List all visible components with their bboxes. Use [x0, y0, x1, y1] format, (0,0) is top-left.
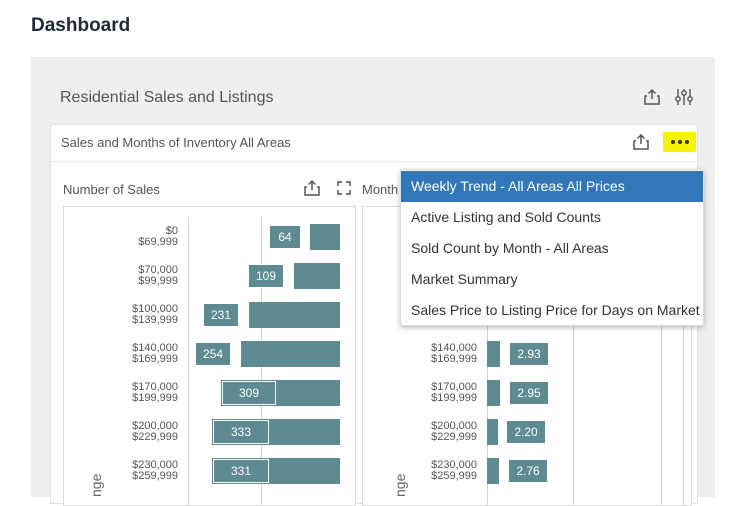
bar[interactable]	[487, 458, 499, 484]
price-range-from: $140,000	[132, 342, 178, 354]
menu-item-sales-price-ratio[interactable]: Sales Price to Listing Price for Days on…	[411, 302, 700, 318]
data-label: 2.93	[509, 342, 549, 366]
price-range-label: $230,000 $259,999	[407, 460, 477, 482]
grid-line	[683, 217, 684, 505]
bar[interactable]	[241, 341, 340, 367]
menu-item-weekly-trend[interactable]: Weekly Trend - All Areas All Prices	[401, 171, 703, 202]
card-export-icon[interactable]	[632, 133, 650, 151]
page-title: Dashboard	[31, 15, 131, 36]
bar[interactable]	[487, 419, 498, 445]
price-range-label: $170,000 $199,999	[407, 382, 477, 404]
card-title: Sales and Months of Inventory All Areas	[61, 135, 291, 150]
price-range-from: $200,000	[431, 420, 477, 432]
price-range-to: $259,999	[431, 470, 477, 482]
right-chart-axis-label: nge	[392, 473, 408, 497]
bar[interactable]	[249, 302, 340, 328]
price-range-label: $140,000 $169,999	[407, 343, 477, 365]
price-range-label: $140,000 $169,999	[108, 343, 178, 365]
price-range-to: $99,999	[138, 275, 178, 287]
price-range-from: $140,000	[431, 342, 477, 354]
more-options-dot	[684, 140, 689, 144]
price-range-to: $229,999	[431, 431, 477, 443]
price-range-label: $230,000 $259,999	[108, 460, 178, 482]
bar[interactable]	[487, 380, 500, 406]
data-label: 331	[213, 459, 269, 483]
grid-line	[573, 217, 574, 505]
menu-item-market-summary[interactable]: Market Summary	[411, 271, 518, 287]
right-chart-title: Month	[362, 182, 399, 197]
data-label: 2.20	[506, 420, 546, 444]
price-range-to: $169,999	[431, 353, 477, 365]
data-label: 309	[222, 381, 276, 405]
price-range-label: $200,000 $229,999	[407, 421, 477, 443]
data-label: 109	[248, 264, 284, 288]
left-chart-title: Number of Sales	[63, 182, 160, 197]
price-range-to: $199,999	[431, 392, 477, 404]
card-divider	[51, 161, 697, 162]
data-label: 2.95	[509, 381, 549, 405]
left-chart-axis-label: nge	[88, 473, 104, 497]
data-label: 2.76	[508, 459, 548, 483]
price-range-to: $259,999	[132, 470, 178, 482]
more-options-icon	[670, 140, 675, 144]
data-label: 64	[269, 225, 301, 249]
price-range-from: $0	[165, 225, 178, 237]
bar[interactable]	[487, 341, 500, 367]
price-range-to: $139,999	[132, 314, 178, 326]
axis-line	[188, 217, 189, 505]
price-range-from: $100,000	[132, 303, 178, 315]
price-range-from: $200,000	[132, 420, 178, 432]
price-range-label: $170,000 $199,999	[108, 382, 178, 404]
price-range-from: $170,000	[132, 381, 178, 393]
more-options-dot	[677, 140, 682, 144]
left-chart-export-icon[interactable]	[303, 179, 321, 197]
more-options-button[interactable]	[663, 132, 696, 152]
menu-item-active-listing[interactable]: Active Listing and Sold Counts	[411, 209, 601, 225]
price-range-to: $199,999	[132, 392, 178, 404]
filter-sliders-icon[interactable]	[674, 88, 694, 106]
price-range-to: $169,999	[132, 353, 178, 365]
price-range-to: $229,999	[132, 431, 178, 443]
panel-title: Residential Sales and Listings	[60, 89, 274, 106]
price-range-from: $170,000	[431, 381, 477, 393]
price-range-to: $69,999	[138, 236, 178, 248]
data-label: 333	[213, 420, 269, 444]
grid-line	[661, 217, 662, 505]
price-range-from: $230,000	[431, 459, 477, 471]
price-range-label: $100,000 $139,999	[108, 304, 178, 326]
menu-item-sold-count[interactable]: Sold Count by Month - All Areas	[411, 240, 609, 256]
price-range-from: $230,000	[132, 459, 178, 471]
data-label: 231	[203, 303, 239, 327]
expand-icon[interactable]	[337, 181, 351, 195]
price-range-label: $0 $69,999	[108, 226, 178, 248]
data-label: 254	[195, 342, 231, 366]
more-options-menu: Weekly Trend - All Areas All Prices Acti…	[400, 169, 704, 326]
price-range-label: $70,000 $99,999	[108, 265, 178, 287]
bar[interactable]	[294, 263, 340, 289]
left-chart: nge $0 $69,999 64 $70,000 $99,999 109 $100,000…	[63, 206, 356, 506]
panel-export-icon[interactable]	[643, 88, 661, 106]
price-range-label: $200,000 $229,999	[108, 421, 178, 443]
price-range-from: $70,000	[138, 264, 178, 276]
bar[interactable]	[310, 224, 340, 250]
